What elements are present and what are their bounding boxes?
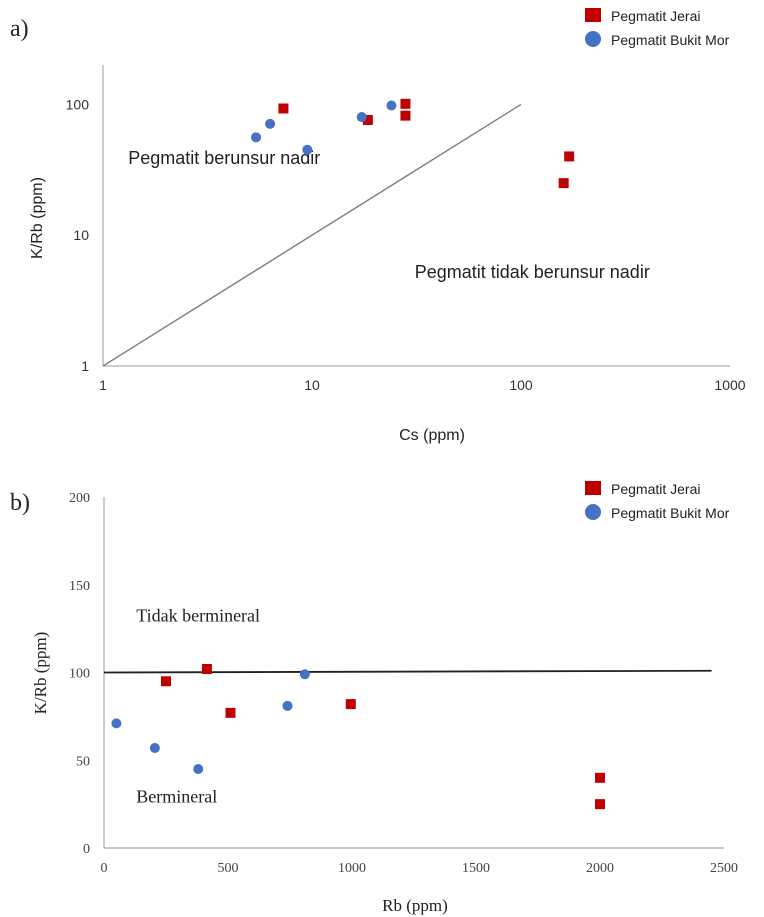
- a-point-pegmatit-bukit-mor: [302, 144, 313, 155]
- a-x-tick-label: 1000: [714, 377, 745, 393]
- b-point-pegmatit-jerai: [201, 663, 212, 674]
- panel-b-data-points: [111, 663, 605, 810]
- a-point-pegmatit-jerai: [400, 98, 411, 109]
- a-legend-swatch-pegmatit-jerai: [585, 8, 601, 22]
- b-x-tick-label: 0: [101, 861, 108, 876]
- panel-b-x-axis-label: Rb (ppm): [382, 896, 448, 915]
- a-annotation-pegmatit-berunsur-nadir: Pegmatit berunsur nadir: [128, 148, 320, 168]
- b-x-tick-label: 2000: [586, 861, 614, 876]
- b-x-tick-label: 1500: [462, 861, 490, 876]
- panel-a-reference-line: [102, 103, 522, 367]
- panel-b-legend: Pegmatit Jerai Pegmatit Bukit Mor: [585, 481, 730, 521]
- a-point-pegmatit-bukit-mor: [356, 112, 367, 123]
- panel-b-reference-line: [103, 669, 712, 674]
- b-x-tick-label: 1000: [338, 861, 366, 876]
- a-point-pegmatit-bukit-mor: [386, 100, 397, 111]
- b-legend-swatch-pegmatit-jerai: [585, 481, 601, 495]
- b-legend-label-pegmatit-bukit-mor: Pegmatit Bukit Mor: [611, 505, 730, 521]
- b-y-tick-label: 50: [76, 754, 90, 769]
- b-x-tick-label: 500: [218, 861, 239, 876]
- b-y-tick-label: 200: [69, 491, 90, 506]
- panel-b-chart: b) 0 500 1000 1500 2000 2500 0 50 100 150 200 Tida…: [10, 481, 738, 915]
- a-point-pegmatit-jerai: [400, 110, 411, 121]
- a-legend-label-pegmatit-bukit-mor: Pegmatit Bukit Mor: [611, 32, 730, 48]
- panel-b-label: b): [10, 490, 30, 516]
- a-y-tick-label: 100: [66, 96, 90, 112]
- b-y-tick-label: 0: [83, 842, 90, 857]
- a-y-tick-label: 10: [73, 227, 89, 243]
- a-x-tick-label: 10: [304, 377, 320, 393]
- panel-a-axes: [102, 65, 730, 367]
- panel-b-annotations: Tidak bermineral Bermineral: [136, 606, 260, 807]
- b-annotation-tidak-bermineral: Tidak bermineral: [136, 606, 260, 626]
- panel-b-y-axis-label: K/Rb (ppm): [31, 632, 50, 715]
- panel-a-data-points: [251, 98, 575, 189]
- b-point-pegmatit-bukit-mor: [111, 718, 122, 729]
- b-point-pegmatit-jerai: [225, 707, 236, 718]
- a-point-pegmatit-jerai: [278, 103, 289, 114]
- a-x-tick-label: 1: [99, 377, 107, 393]
- b-point-pegmatit-bukit-mor: [149, 742, 160, 753]
- panel-a-chart: a) 1 10 100 1000 1 10 100 Pegmatit berunsur na…: [10, 8, 746, 444]
- b-point-pegmatit-jerai: [595, 772, 605, 783]
- b-y-tick-label: 100: [69, 667, 90, 682]
- panel-a-legend: Pegmatit Jerai Pegmatit Bukit Mor: [585, 8, 730, 48]
- b-point-pegmatit-bukit-mor: [299, 669, 310, 680]
- b-point-pegmatit-bukit-mor: [282, 700, 293, 711]
- b-point-pegmatit-jerai: [595, 799, 605, 810]
- a-x-tick-label: 100: [509, 377, 533, 393]
- panel-b-tick-labels: 0 500 1000 1500 2000 2500 0 50 100 150 200: [69, 491, 738, 876]
- a-point-pegmatit-jerai: [362, 114, 373, 125]
- panel-a-y-axis-label: K/Rb (ppm): [29, 177, 46, 259]
- b-legend-swatch-pegmatit-bukit-mor: [585, 504, 601, 520]
- a-point-pegmatit-jerai: [564, 151, 575, 162]
- a-point-pegmatit-bukit-mor: [265, 118, 276, 129]
- a-legend-swatch-pegmatit-bukit-mor: [585, 31, 601, 47]
- panel-a-annotations: Pegmatit berunsur nadir Pegmatit tidak be…: [128, 148, 650, 282]
- panel-a-label: a): [10, 16, 29, 42]
- b-x-tick-label: 2500: [710, 861, 738, 876]
- a-point-pegmatit-jerai: [558, 178, 569, 189]
- b-y-tick-label: 150: [69, 579, 90, 594]
- b-point-pegmatit-jerai: [345, 699, 356, 710]
- b-point-pegmatit-bukit-mor: [193, 764, 204, 775]
- a-y-tick-label: 1: [81, 358, 89, 374]
- a-legend-label-pegmatit-jerai: Pegmatit Jerai: [611, 8, 700, 24]
- b-annotation-bermineral: Bermineral: [136, 786, 217, 806]
- panel-a-x-axis-label: Cs (ppm): [399, 427, 465, 444]
- a-point-pegmatit-bukit-mor: [251, 132, 262, 143]
- a-annotation-pegmatit-tidak-berunsur-nadir: Pegmatit tidak berunsur nadir: [415, 262, 650, 282]
- panel-a-tick-labels: 1 10 100 1000 1 10 100: [66, 96, 746, 393]
- b-point-pegmatit-jerai: [161, 676, 171, 687]
- b-legend-label-pegmatit-jerai: Pegmatit Jerai: [611, 481, 700, 497]
